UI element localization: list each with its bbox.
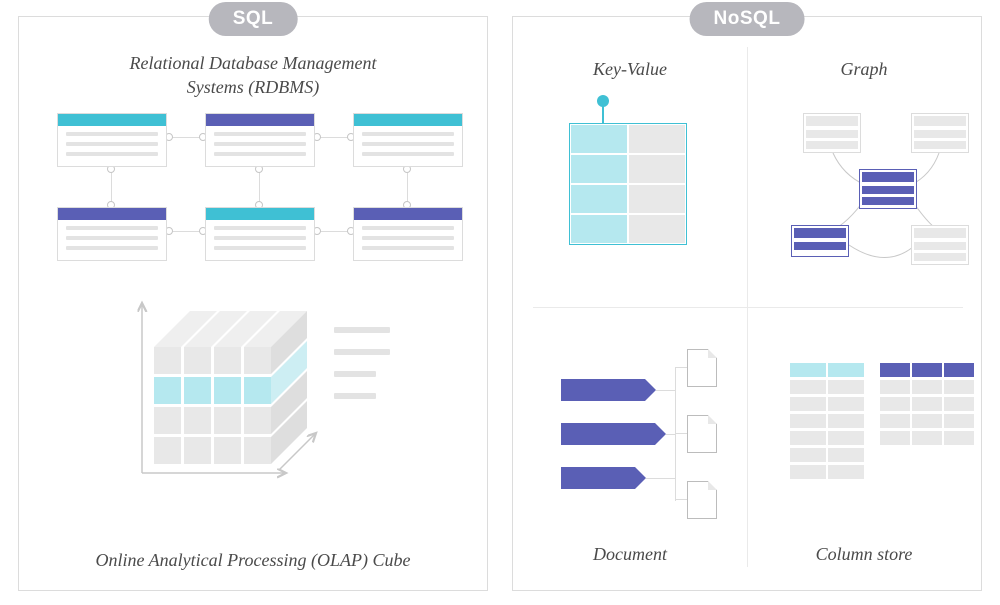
graph-node	[803, 113, 861, 153]
graph-node	[859, 169, 917, 209]
olap-title: Online Analytical Processing (OLAP) Cube	[19, 548, 487, 572]
doc-connector	[675, 367, 676, 501]
legend-bar	[334, 349, 390, 355]
graph-node	[911, 225, 969, 265]
db-table	[353, 207, 463, 261]
legend-bar	[334, 371, 376, 377]
graph-node	[791, 225, 849, 257]
rdbms-title: Relational Database Management Systems (…	[19, 51, 487, 100]
nosql-panel: NoSQL Key-Value Graph Document Column st…	[512, 16, 982, 591]
document-icon	[687, 349, 717, 387]
document-title: Document	[513, 542, 747, 566]
sql-panel: SQL Relational Database Management Syste…	[18, 16, 488, 591]
sql-badge: SQL	[209, 2, 298, 36]
doc-tag	[561, 423, 666, 445]
doc-tag	[561, 379, 656, 401]
olap-cube-svg	[19, 287, 489, 567]
document-icon	[687, 415, 717, 453]
db-table	[205, 113, 315, 167]
legend-bar	[334, 327, 390, 333]
horizontal-divider	[533, 307, 963, 308]
db-table	[57, 207, 167, 261]
document-icon	[687, 481, 717, 519]
graph-node	[911, 113, 969, 153]
doc-tag	[561, 467, 646, 489]
db-table	[353, 113, 463, 167]
db-table	[57, 113, 167, 167]
column-title: Column store	[747, 542, 981, 566]
db-table	[205, 207, 315, 261]
column-table	[879, 363, 975, 445]
legend-bar	[334, 393, 376, 399]
column-table	[789, 363, 865, 479]
